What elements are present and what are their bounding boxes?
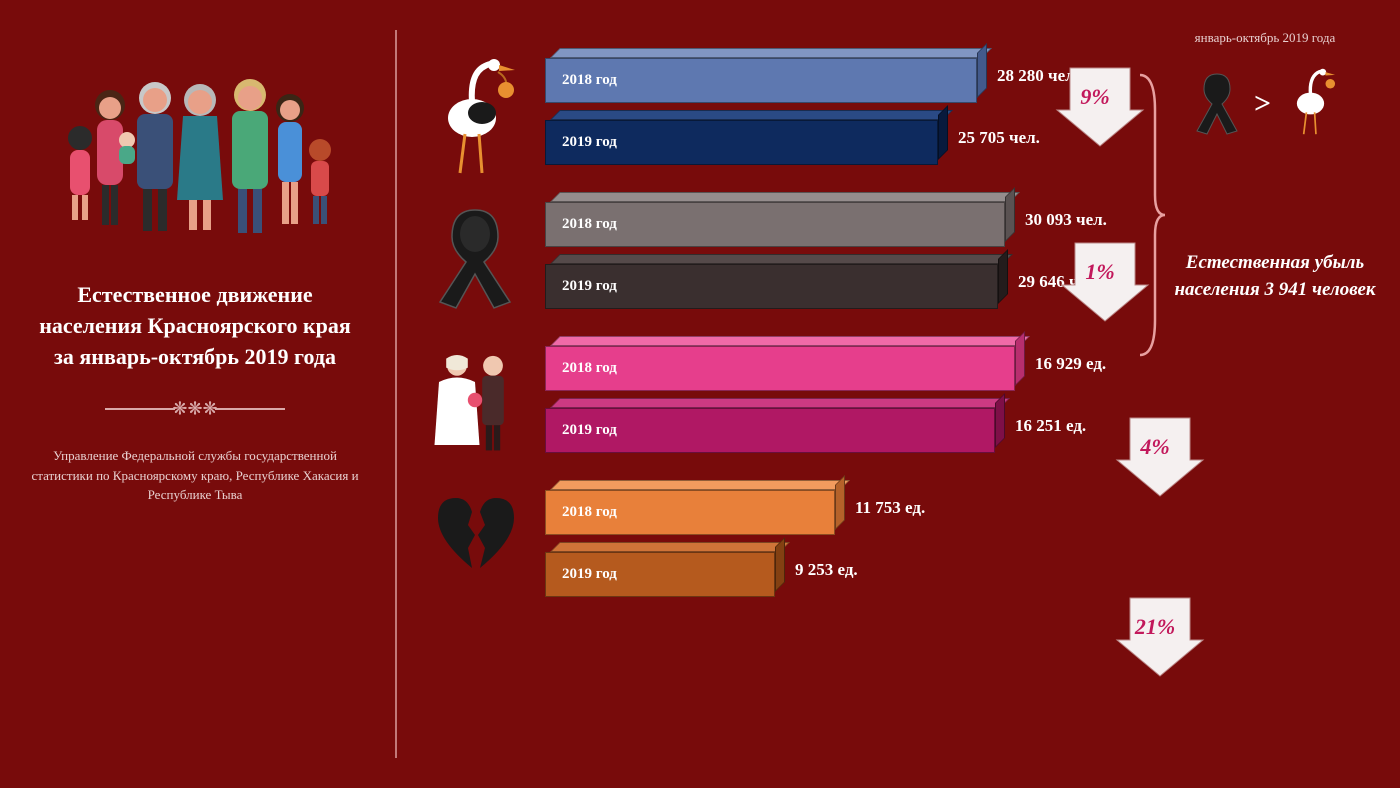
right-info: январь-октябрь 2019 года > [1150,30,1380,141]
bar-value: 11 753 ед. [855,498,925,518]
bar-value: 9 253 ед. [795,560,858,580]
percent-value: 9% [1055,84,1135,110]
compare-icons: > [1150,66,1380,141]
bar-label: 2018 год [562,360,617,377]
bar-value: 25 705 чел. [958,128,1040,148]
broken-heart-icon [430,490,520,600]
percent-arrow-marriages: 4% [1115,410,1205,500]
chart-area: 2018 год28 280 чел.2019 год25 705 чел.20… [440,48,1040,624]
main-title: Естественное движение населения Краснояр… [30,280,360,372]
greater-than-symbol: > [1254,87,1271,121]
chart-group-deaths: 2018 год30 093 чел. 2019 год29 646 чел. [440,192,1040,304]
chart-group-divorces: 2018 год 11 753 ед. 2019 год 9 253 ед. [440,480,1040,592]
percent-value: 1% [1060,259,1140,285]
bar: 2018 год28 280 чел. [545,48,1040,98]
bar: 2019 год29 646 чел. [545,254,1040,304]
bar: 2018 год30 093 чел. [545,192,1040,242]
stork-icon [430,58,520,168]
percent-value: 4% [1115,434,1195,460]
vertical-divider [395,30,397,758]
bar: 2019 год16 251 ед. [545,398,1040,448]
subtitle: Управление Федеральной службы государств… [30,446,360,505]
bar: 2019 год 9 253 ед. [545,542,1040,592]
bar-label: 2018 год [562,504,617,521]
bar: 2019 год 25 705 чел. [545,110,1040,160]
percent-arrow-divorces: 21% [1115,590,1205,680]
ornament-icon: ❋❋❋ [105,397,285,421]
stork-icon-small [1283,66,1338,141]
bar-label: 2019 год [562,422,617,439]
percent-value: 21% [1115,614,1195,640]
percent-arrow-births: 9% [1055,60,1145,150]
bar-label: 2019 год [562,566,617,583]
natural-loss-caption: Естественная убыль населения 3 941 челов… [1170,250,1380,303]
ribbon-icon [1192,69,1242,139]
ribbon-icon [430,202,520,312]
chart-group-marriages: 2018 год16 929 ед. 2019 год16 251 ед. [440,336,1040,448]
bar: 2018 год16 929 ед. [545,336,1040,386]
period-label: январь-октябрь 2019 года [1150,30,1380,46]
bar-label: 2018 год [562,216,617,233]
percent-arrow-deaths: 1% [1060,235,1150,325]
bar: 2018 год 11 753 ед. [545,480,1040,530]
bar-label: 2018 год [562,72,617,89]
bar-value: 16 929 ед. [1035,354,1106,374]
bar-value: 30 093 чел. [1025,210,1107,230]
wedding-icon [430,346,520,456]
bar-value: 16 251 ед. [1015,416,1086,436]
chart-group-births: 2018 год28 280 чел. 2019 год 25 705 чел. [440,48,1040,160]
left-panel: Естественное движение населения Краснояр… [30,50,360,505]
family-icon [55,50,335,250]
bar-label: 2019 год [562,134,617,151]
bar-label: 2019 год [562,278,617,295]
